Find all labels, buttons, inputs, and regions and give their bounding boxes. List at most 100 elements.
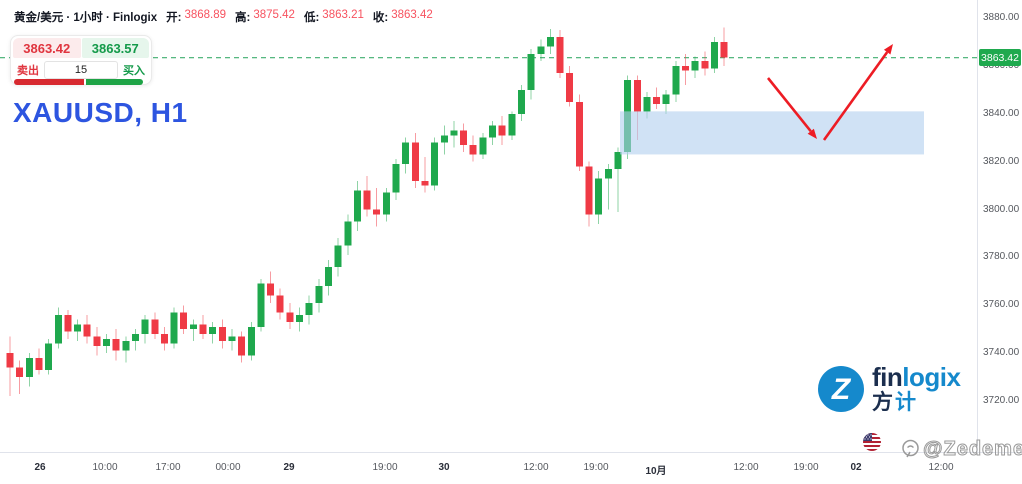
price-axis-label: 3800.00 (983, 203, 1020, 215)
candle-body (604, 168, 612, 179)
ohlc-open: 开: 3868.89 (166, 9, 226, 25)
candle-body (64, 314, 72, 332)
chart-legend: 黄金/美元 · 1小时 · Finlogix 开: 3868.89 高: 387… (14, 9, 433, 25)
candle-body (440, 135, 448, 143)
candle-body (382, 192, 390, 215)
buy-price-button[interactable]: 3863.57 (81, 38, 149, 58)
candle-body (35, 357, 43, 370)
open-value: 3868.89 (184, 9, 227, 21)
open-label: 开: (166, 12, 182, 24)
quantity-input[interactable] (44, 61, 118, 79)
logo-logix: logix (902, 362, 961, 392)
candle-body (710, 41, 718, 69)
candle-body (151, 319, 159, 334)
sell-price-button[interactable]: 3863.42 (13, 38, 81, 58)
price-axis-label: 3840.00 (983, 107, 1020, 119)
ohlc-low: 低: 3863.21 (304, 9, 364, 25)
candle-body (363, 190, 371, 210)
time-axis-label: 29 (283, 462, 295, 473)
svg-text:Z: Z (831, 373, 852, 406)
candle-body (691, 61, 699, 71)
candle-body (45, 343, 53, 370)
time-axis-label: 12:00 (733, 462, 759, 473)
candle-body (218, 326, 226, 342)
candle-body (286, 312, 294, 323)
candle-body (411, 142, 419, 181)
high-value: 3875.42 (253, 9, 295, 21)
candle-body (238, 336, 246, 356)
time-axis-label: 12:00 (928, 462, 954, 473)
candle-body (305, 302, 313, 315)
candle-body (74, 324, 82, 332)
time-axis-label: 19:00 (372, 462, 398, 473)
market-depth-bar (14, 79, 143, 85)
price-axis-label: 3720.00 (983, 395, 1020, 406)
candle-body (527, 53, 535, 90)
candle-body (556, 37, 564, 74)
last-price-badge: 3863.42 (979, 49, 1021, 67)
time-axis[interactable]: 26 10:00 17:00 00:00 29 19:00 30 12:00 19:00 10月 1… (0, 452, 1022, 484)
buy-button[interactable]: 买入 (123, 65, 145, 77)
sell-depth-segment (14, 79, 84, 85)
close-value: 3863.42 (391, 9, 433, 21)
candle-body (653, 96, 661, 105)
candle-body (508, 113, 516, 136)
low-label: 低: (303, 12, 320, 24)
candle-body (682, 65, 689, 71)
candle-body (344, 221, 352, 246)
candle-body (614, 152, 622, 169)
price-axis-label: 3820.00 (983, 155, 1020, 167)
candle-body (672, 65, 680, 95)
candle-body (662, 94, 670, 105)
watermark-icon (902, 439, 919, 458)
candle-body (517, 89, 525, 114)
candle-body (498, 125, 506, 136)
price-axis-label: 3880.00 (983, 12, 1020, 23)
time-axis-label: 19:00 (793, 462, 819, 473)
sell-button[interactable]: 卖出 (17, 65, 39, 77)
trend-arrow-down[interactable] (766, 77, 812, 133)
logo-cn-dark: 方 (872, 391, 895, 414)
time-axis-label: 19:00 (583, 462, 609, 473)
candle-body (160, 333, 168, 344)
candle-body (546, 37, 554, 47)
candle-body (373, 209, 381, 215)
time-axis-label: 26 (34, 462, 46, 473)
order-widget: 3863.42 3863.57 卖出 买入 (10, 35, 152, 85)
time-axis-label: 00:00 (215, 462, 241, 473)
candle-body (199, 324, 207, 334)
candle-body (701, 61, 709, 69)
finlogix-logo-icon: Z (818, 365, 864, 412)
trend-arrow-up[interactable] (822, 51, 889, 141)
candle-body (469, 144, 477, 155)
trend-arrow-head (883, 44, 893, 55)
author-watermark: @Zedeme (901, 438, 1022, 461)
candle-body (141, 319, 149, 334)
time-axis-label: 02 (850, 462, 862, 473)
watermark-text: @Zedeme (922, 438, 1022, 461)
candle-body (479, 137, 487, 155)
price-axis[interactable]: 3863.42 3880.003860.003840.003820.003800… (977, 0, 1022, 452)
price-axis-label: 3780.00 (983, 251, 1020, 263)
finlogix-logo: Z finlogix 方计 (817, 362, 961, 414)
candle-body (112, 338, 120, 351)
candle-body (296, 314, 303, 323)
candle-body (643, 96, 651, 112)
high-label: 高: (235, 12, 251, 24)
candle-body (585, 166, 593, 215)
supply-zone-rectangle[interactable] (620, 111, 924, 155)
logo-fin: fin (872, 362, 903, 392)
symbol-title: 黄金/美元 · 1小时 · Finlogix (14, 12, 158, 24)
candle-body (25, 357, 33, 378)
ohlc-high: 高: 3875.42 (235, 9, 295, 25)
candle-body (575, 101, 583, 167)
candle-body (392, 164, 400, 193)
time-axis-label: 10月 (645, 466, 667, 477)
candle-body (170, 312, 178, 344)
low-value: 3863.21 (322, 9, 364, 21)
candle-body (460, 130, 468, 145)
candle-body (595, 178, 603, 215)
candle-body (83, 324, 91, 337)
